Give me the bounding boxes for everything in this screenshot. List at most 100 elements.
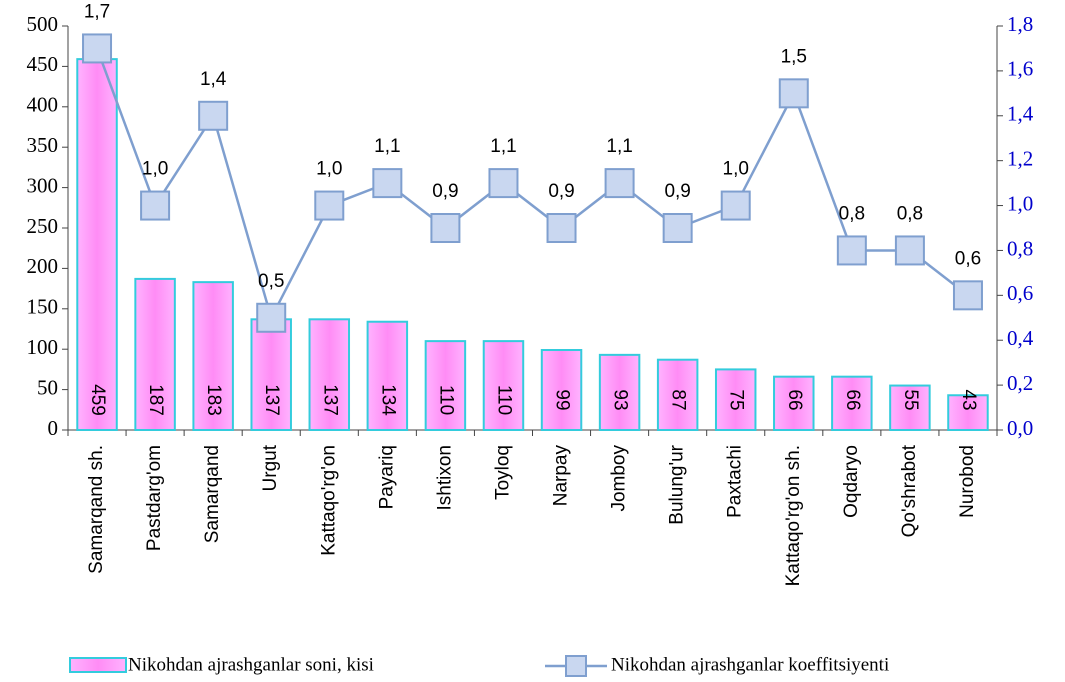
line-value-label: 1,5: [781, 46, 807, 67]
bar: [366, 320, 409, 431]
bar: [889, 384, 931, 431]
line-marker: [372, 168, 403, 199]
legend-label: Nikohdan ajrashganlar soni, kisi: [128, 654, 374, 675]
x-tick-label: Ishtixon: [434, 445, 455, 510]
bar-value-label: 110: [435, 385, 456, 415]
bar: [831, 375, 873, 431]
bar: [192, 281, 234, 431]
bar: [598, 353, 641, 431]
x-tick-label: Pastdarg'om: [144, 445, 165, 551]
bar: [134, 277, 176, 431]
bar-value-label: 93: [610, 389, 631, 410]
bar-value-label: 134: [377, 384, 398, 416]
line-marker: [488, 168, 519, 199]
bar-value-label: 187: [145, 384, 166, 416]
bar-value-label: 66: [842, 389, 863, 410]
line-marker: [82, 33, 113, 64]
bar-value-label: 55: [900, 389, 921, 410]
line-value-label: 1,4: [200, 69, 227, 90]
bar: [773, 375, 815, 431]
y-tick-label: 200: [27, 254, 59, 278]
line-marker: [256, 302, 287, 333]
line-marker: [836, 235, 867, 266]
line-value-label: 0,9: [432, 181, 458, 202]
bar-value-label: 75: [726, 389, 747, 410]
bar-value-label: 66: [784, 389, 805, 410]
line-value-label: 1,0: [723, 159, 749, 180]
y-tick-label: 250: [27, 214, 59, 238]
bar-value-label: 137: [319, 384, 340, 416]
line-marker: [198, 100, 229, 131]
y-tick-label: 100: [27, 335, 59, 359]
y2-tick-label: 0,4: [1007, 326, 1034, 350]
y2-tick-label: 0,8: [1007, 236, 1033, 260]
x-tick-label: Qo'shrabot: [899, 444, 920, 537]
line-value-label: 1,0: [316, 159, 342, 180]
x-tick-label: Payariq: [376, 445, 397, 509]
bar: [482, 340, 525, 431]
x-tick-label: Samarqand sh.: [86, 445, 107, 574]
x-tick-label: Urgut: [260, 444, 281, 491]
bar: [76, 58, 118, 432]
line-value-label: 0,8: [897, 203, 923, 224]
y2-tick-label: 1,2: [1007, 146, 1033, 170]
line-marker: [604, 168, 635, 199]
bar: [540, 349, 583, 431]
bar-value-label: 183: [203, 384, 224, 416]
bar-value-label: 43: [958, 389, 979, 410]
y2-tick-label: 1,8: [1007, 12, 1033, 36]
x-tick-label: Kattaqo'rg'on: [318, 445, 339, 556]
line-marker: [778, 78, 809, 109]
bar: [947, 394, 989, 432]
line-value-label: 0,8: [839, 203, 865, 224]
line-value-label: 0,9: [664, 181, 690, 202]
bar: [656, 358, 699, 432]
x-tick-label: Oqdaryo: [841, 445, 862, 518]
bar-value-label: 87: [668, 389, 689, 410]
line-value-label: 1,1: [374, 136, 400, 157]
x-tick-label: Toyloq: [492, 445, 513, 500]
line-value-label: 1,1: [606, 136, 632, 157]
y2-tick-label: 0,0: [1007, 416, 1033, 440]
line-value-label: 1,7: [84, 1, 110, 22]
legend-marker: [565, 655, 587, 677]
bar-value-label: 99: [552, 389, 573, 410]
bar-value-label: 110: [493, 385, 514, 415]
bar-value-label: 459: [87, 384, 108, 416]
y2-tick-label: 0,2: [1007, 371, 1033, 395]
bar: [308, 318, 351, 431]
line-marker: [662, 213, 693, 243]
line-value-label: 0,6: [955, 248, 981, 269]
x-tick-label: Nurobod: [957, 445, 978, 518]
y-tick-label: 350: [27, 133, 59, 157]
bar: [714, 368, 757, 431]
y-tick-label: 300: [27, 173, 59, 197]
line-marker: [314, 190, 345, 221]
y2-tick-label: 1,6: [1007, 57, 1033, 81]
x-tick-label: Bulung'ur: [667, 444, 688, 524]
y-tick-label: 400: [27, 93, 59, 117]
y-tick-label: 50: [37, 375, 58, 399]
y-tick-label: 150: [27, 295, 59, 319]
y2-tick-label: 0,6: [1007, 281, 1033, 305]
line-value-label: 1,0: [142, 159, 168, 180]
line-marker: [894, 235, 925, 266]
bar-value-label: 137: [261, 384, 282, 416]
y-tick-label: 450: [27, 52, 59, 76]
line-marker: [952, 280, 983, 311]
x-tick-label: Kattaqo'rg'on sh.: [783, 445, 804, 586]
line-marker: [546, 213, 577, 243]
line-marker: [140, 190, 171, 221]
line: [95, 48, 969, 322]
legend-swatch: [69, 657, 127, 673]
y2-tick-label: 1,4: [1007, 102, 1034, 126]
y2-tick-label: 1,0: [1007, 191, 1033, 215]
line-marker: [720, 190, 751, 221]
x-tick-label: Narpay: [551, 445, 572, 507]
y-tick-label: 0: [48, 416, 59, 440]
legend-label: Nikohdan ajrashganlar koeffitsiyenti: [611, 654, 889, 675]
line-marker: [430, 213, 461, 243]
x-tick-label: Samarqand: [202, 445, 223, 543]
x-tick-label: Paxtachi: [725, 445, 746, 518]
